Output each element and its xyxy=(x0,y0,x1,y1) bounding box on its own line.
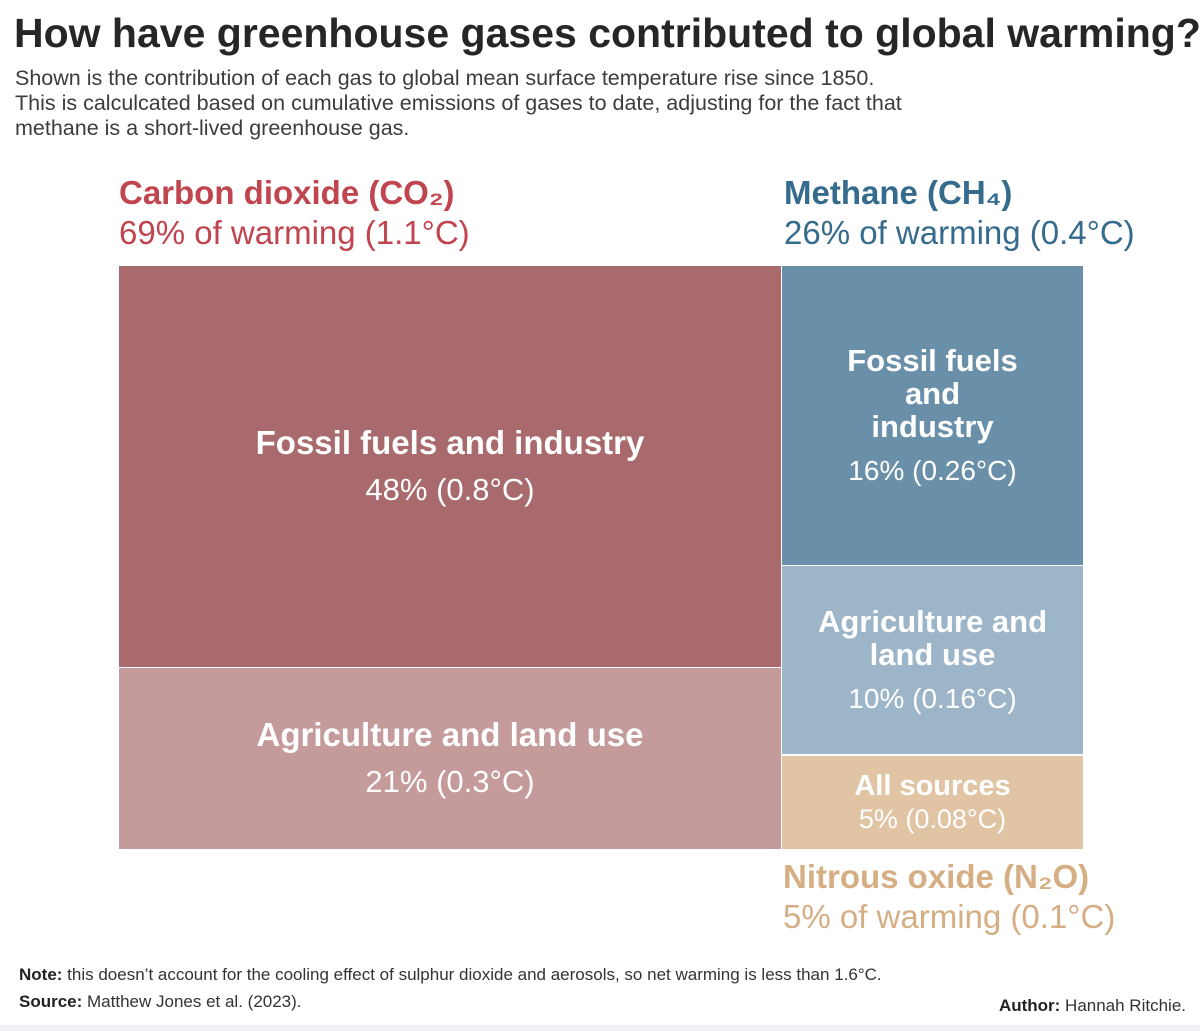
co2-total: 69% of warming (1.1°C) xyxy=(119,214,470,251)
author: Author: Hannah Ritchie. xyxy=(999,996,1186,1016)
note-label: Note: xyxy=(19,965,63,984)
co2-agriculture-cell: Agriculture and land use 21% (0.3°C) xyxy=(119,668,781,849)
ch4-agriculture-cell: Agriculture and land use 10% (0.16°C) xyxy=(782,566,1083,754)
n2o-all-sources-cell: All sources 5% (0.08°C) xyxy=(782,756,1083,849)
source: Source: Matthew Jones et al. (2023). xyxy=(19,992,302,1012)
chart-subtitle: Shown is the contribution of each gas to… xyxy=(15,66,1175,141)
cell-label: Fossil fuels and industry xyxy=(255,424,645,461)
ch4-name: Methane (CH₄) xyxy=(784,174,1013,211)
ch4-total: 26% of warming (0.4°C) xyxy=(784,214,1135,251)
co2-name: Carbon dioxide (CO₂) xyxy=(119,174,455,211)
cell-value: 21% (0.3°C) xyxy=(365,764,535,799)
cell-label: Agriculture and land use xyxy=(817,604,1048,672)
cell-value: 48% (0.8°C) xyxy=(365,472,535,507)
cell-label: Agriculture and land use xyxy=(256,716,644,753)
cell-label: Fossil fuels and industry xyxy=(847,343,1018,444)
cell-label: All sources xyxy=(854,769,1011,802)
note: Note: this doesn’t account for the cooli… xyxy=(19,965,882,985)
n2o-name: Nitrous oxide (N₂O) xyxy=(783,858,1090,895)
n2o-total: 5% of warming (0.1°C) xyxy=(783,898,1116,935)
n2o-header: Nitrous oxide (N₂O) 5% of warming (0.1°C… xyxy=(783,857,1115,937)
note-text: this doesn’t account for the cooling eff… xyxy=(62,965,882,984)
author-text: Hannah Ritchie. xyxy=(1060,996,1186,1015)
chart-title: How have greenhouse gases contributed to… xyxy=(14,10,1200,56)
subtitle-line: Shown is the contribution of each gas to… xyxy=(15,66,875,90)
cell-value: 10% (0.16°C) xyxy=(848,683,1017,714)
bottom-bar xyxy=(0,1025,1200,1031)
ch4-header: Methane (CH₄) 26% of warming (0.4°C) xyxy=(784,173,1135,253)
author-label: Author: xyxy=(998,996,1061,1015)
subtitle-line: This is calculcated based on cumulative … xyxy=(15,91,902,115)
cell-value: 5% (0.08°C) xyxy=(858,803,1007,834)
cell-value: 16% (0.26°C) xyxy=(848,455,1017,486)
co2-fossil-fuels-cell: Fossil fuels and industry 48% (0.8°C) xyxy=(119,266,781,667)
source-label: Source: xyxy=(19,992,83,1011)
ch4-fossil-fuels-cell: Fossil fuels and industry 16% (0.26°C) xyxy=(782,266,1083,565)
co2-header: Carbon dioxide (CO₂) 69% of warming (1.1… xyxy=(119,173,470,253)
subtitle-line: methane is a short-lived greenhouse gas. xyxy=(15,116,410,140)
source-text: Matthew Jones et al. (2023). xyxy=(82,992,302,1011)
